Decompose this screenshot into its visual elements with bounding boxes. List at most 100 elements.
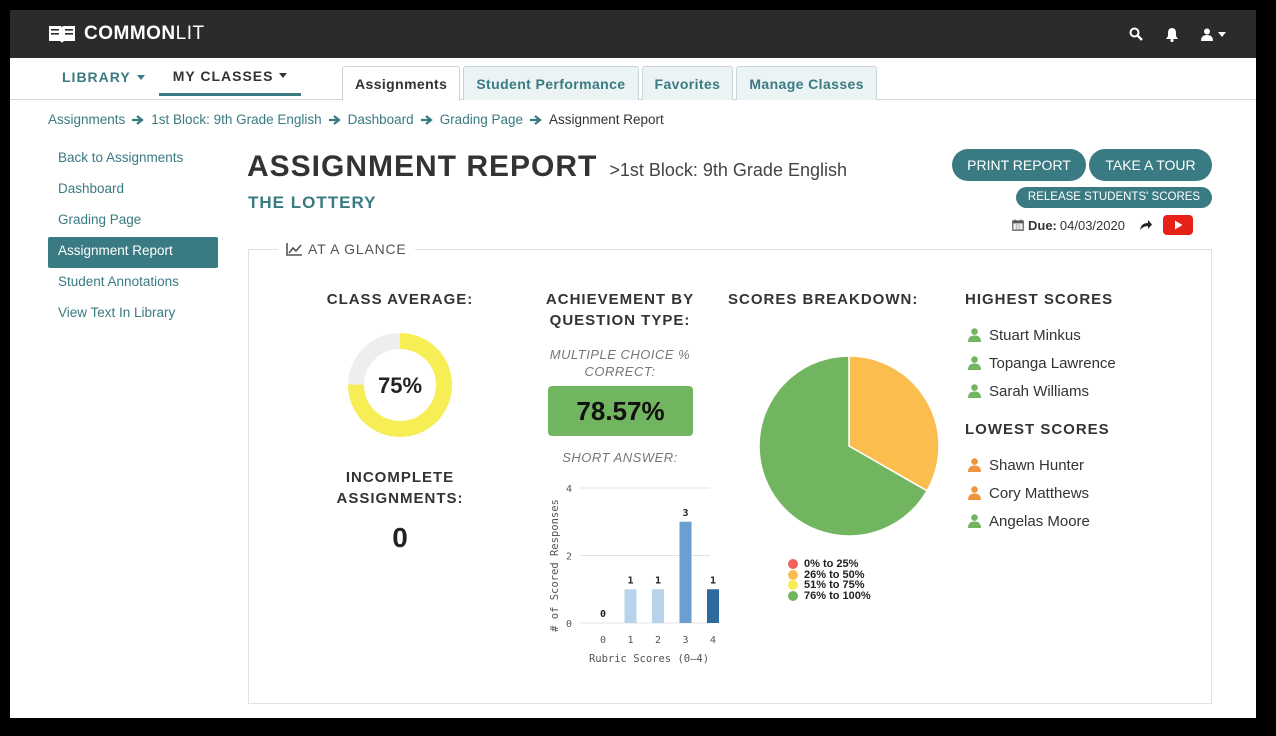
sidebar-item-back-to-assignments[interactable]: Back to Assignments	[58, 150, 184, 165]
arrow-right-icon	[132, 114, 145, 125]
student-name: Shawn Hunter	[989, 456, 1085, 474]
scores-breakdown-label: SCORES BREAKDOWN:	[728, 291, 919, 308]
line-chart-icon	[286, 242, 302, 256]
logo[interactable]: COMMON LIT	[48, 23, 205, 45]
breadcrumb-link[interactable]: Assignments	[48, 112, 126, 127]
student-score-item[interactable]: Topanga Lawrence	[968, 349, 1116, 377]
user-icon	[968, 356, 981, 370]
youtube-icon[interactable]	[1162, 215, 1193, 235]
x-tick-label: 1	[627, 635, 633, 646]
breadcrumb-link[interactable]: Grading Page	[439, 112, 523, 127]
pie-slice	[758, 355, 929, 537]
user-icon	[968, 514, 981, 528]
user-icon	[968, 486, 981, 500]
student-score-item[interactable]: Cory Matthews	[968, 479, 1090, 507]
student-score-item[interactable]: Shawn Hunter	[968, 451, 1090, 479]
page-header: ASSIGNMENT REPORT >1st Block: 9th Grade …	[247, 150, 847, 184]
x-tick-label: 4	[710, 635, 716, 646]
lowest-scores-label: LOWEST SCORES	[965, 421, 1110, 438]
legend-entry: 51% to 75%	[788, 579, 871, 591]
sidebar-item-student-annotations[interactable]: Student Annotations	[58, 274, 179, 289]
release-scores-button[interactable]: RELEASE STUDENTS' SCORES	[1016, 187, 1212, 208]
legend-label: 0% to 25%	[804, 558, 859, 571]
legend-label: 76% to 100%	[804, 589, 871, 602]
student-score-item[interactable]: Stuart Minkus	[968, 321, 1116, 349]
legend-entry: 0% to 25%	[788, 558, 871, 571]
y-tick-label: 2	[566, 552, 572, 563]
breadcrumb-link[interactable]: 1st Block: 9th Grade English	[151, 112, 322, 127]
nav-library-label: LIBRARY	[62, 69, 131, 85]
multiple-choice-label: MULTIPLE CHOICE % CORRECT:	[549, 347, 691, 379]
arrow-right-icon	[530, 114, 542, 125]
bar-data-label: 1	[710, 575, 716, 586]
tab-student-performance[interactable]: Student Performance	[463, 66, 639, 100]
legend-label: 26% to 50%	[804, 568, 865, 581]
search-icon[interactable]	[1129, 27, 1143, 41]
take-a-tour-button[interactable]: TAKE A TOUR	[1089, 149, 1212, 181]
student-name: Angelas Moore	[989, 512, 1090, 530]
bar	[679, 521, 692, 623]
print-report-button[interactable]: PRINT REPORT	[952, 149, 1086, 181]
multiple-choice-value: 78.57%	[548, 386, 693, 436]
class-average-label: CLASS AVERAGE:	[326, 291, 474, 308]
bar-data-label: 0	[600, 609, 606, 620]
tab-favorites[interactable]: Favorites	[641, 66, 734, 100]
legend-entry: 76% to 100%	[788, 589, 871, 602]
y-tick-label: 4	[566, 484, 572, 495]
achievement-label: ACHIEVEMENT BY QUESTION TYPE:	[545, 291, 695, 329]
lowest-scores-list: Shawn Hunter Cory Matthews Angelas Moore	[968, 451, 1090, 535]
tab-manage-classes[interactable]: Manage Classes	[736, 66, 877, 100]
sidebar-item-dashboard[interactable]: Dashboard	[58, 181, 125, 196]
pie-legend: 0% to 25% 26% to 50% 51% to 75% 76% to 100%	[788, 558, 871, 602]
sidebar-item-view-text[interactable]: View Text In Library	[58, 305, 176, 320]
nav-library[interactable]: LIBRARY	[48, 58, 159, 96]
user-icon	[1201, 28, 1213, 41]
text-title[interactable]: THE LOTTERY	[248, 193, 377, 212]
x-axis-title: Rubric Scores (0–4)	[589, 653, 709, 665]
bar	[624, 589, 637, 623]
breadcrumb: Assignments 1st Block: 9th Grade English…	[48, 112, 664, 127]
student-score-item[interactable]: Angelas Moore	[968, 507, 1090, 535]
bar-data-label: 3	[682, 508, 688, 519]
at-a-glance-title: AT A GLANCE	[308, 241, 407, 257]
student-score-item[interactable]: Sarah Williams	[968, 377, 1116, 405]
y-tick-label: 0	[566, 619, 572, 630]
nav-my-classes[interactable]: MY CLASSES	[158, 58, 302, 96]
share-icon[interactable]	[1139, 219, 1153, 231]
arrow-right-icon	[328, 114, 341, 125]
bell-icon[interactable]	[1165, 27, 1179, 42]
user-icon	[968, 384, 981, 398]
page-subtitle: >1st Block: 9th Grade English	[609, 160, 847, 180]
pie-slice	[848, 355, 940, 492]
due-value: 04/03/2020	[1059, 217, 1125, 233]
brand-name: COMMON	[84, 23, 176, 44]
brand-suffix: LIT	[175, 23, 205, 44]
tab-bar: Assignments Student Performance Favorite…	[342, 66, 877, 101]
highest-scores-label: HIGHEST SCORES	[965, 291, 1114, 308]
sidebar-item-grading-page[interactable]: Grading Page	[58, 212, 142, 227]
breadcrumb-link[interactable]: Dashboard	[347, 112, 414, 127]
short-answer-bar-chart: 024# of Scored Responses 0011123314Rubric…	[549, 484, 719, 665]
chevron-down-icon	[1218, 31, 1226, 37]
nav-bar: LIBRARY MY CLASSES Assignments Student P…	[10, 58, 1256, 101]
bar	[707, 589, 719, 623]
top-bar: COMMON LIT	[10, 10, 1256, 58]
sidebar-item-assignment-report[interactable]: Assignment Report	[48, 237, 218, 268]
x-tick-label: 2	[655, 635, 661, 646]
chevron-down-icon	[279, 73, 288, 78]
legend-swatch	[788, 580, 798, 591]
legend-swatch	[788, 590, 798, 601]
incomplete-assignments-label: INCOMPLETE ASSIGNMENTS:	[336, 469, 464, 507]
user-icon	[968, 328, 981, 342]
y-axis-title: # of Scored Responses	[549, 499, 561, 632]
arrow-right-icon	[420, 114, 433, 125]
user-menu[interactable]	[1201, 28, 1226, 41]
donut-arc	[348, 333, 452, 437]
due-label: Due:	[1028, 217, 1057, 233]
main-nav: LIBRARY MY CLASSES	[48, 58, 302, 100]
scores-pie-chart	[758, 355, 940, 537]
student-name: Sarah Williams	[989, 382, 1090, 400]
page-title: ASSIGNMENT REPORT	[247, 150, 598, 183]
tab-assignments[interactable]: Assignments	[342, 66, 461, 101]
bar	[652, 589, 664, 623]
